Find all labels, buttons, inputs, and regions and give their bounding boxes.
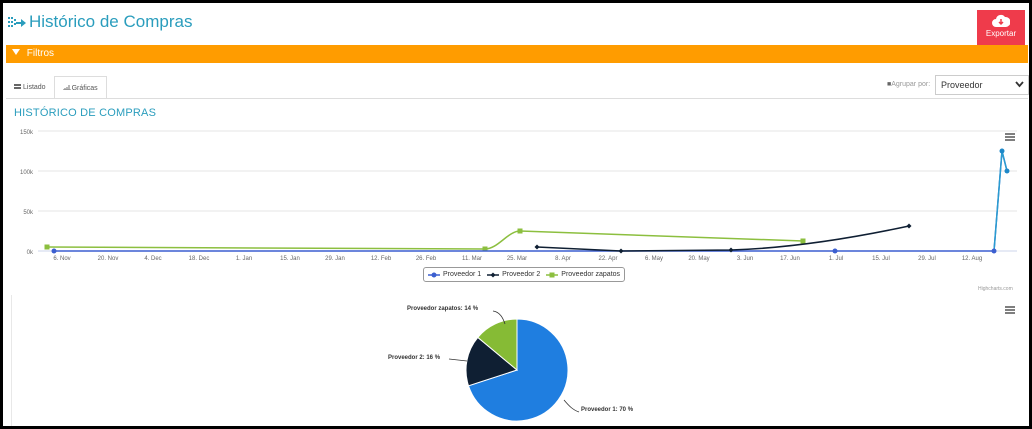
series-proveedor-2	[534, 223, 912, 254]
legend-item-proveedor-2[interactable]: Proveedor 2	[487, 271, 540, 278]
svg-text:15. Jul: 15. Jul	[872, 256, 890, 262]
group-by-label: Agrupar por:	[891, 81, 931, 88]
chart-legend: Proveedor 1 Proveedor 2 Proveedor zapato…	[423, 267, 626, 282]
group-by-label-wrap: ■Agrupar por:	[887, 75, 930, 95]
pie-label-proveedor-1: Proveedor 1: 70 %	[581, 407, 634, 413]
series-proveedor-zapatos	[44, 228, 806, 252]
users-icon: ■	[887, 81, 892, 88]
diamond-marker-icon	[487, 272, 500, 277]
filters-label: Filtros	[26, 48, 55, 59]
svg-text:0k: 0k	[27, 250, 34, 256]
chart-divider	[11, 295, 12, 426]
page-header: Histórico de Compras Exportar	[3, 3, 1029, 45]
svg-text:150k: 150k	[20, 130, 34, 136]
legend-item-proveedor-zapatos[interactable]: Proveedor zapatos	[546, 271, 620, 278]
filters-bar[interactable]: Filtros	[6, 45, 1028, 63]
svg-text:26. Feb: 26. Feb	[416, 256, 437, 262]
svg-text:15. Jan: 15. Jan	[280, 256, 300, 262]
group-by-select[interactable]: Proveedor	[935, 75, 1029, 95]
chart-title: HISTÓRICO DE COMPRAS	[14, 107, 157, 119]
svg-text:22. Apr: 22. Apr	[598, 256, 617, 262]
pie-slice-proveedor-2	[465, 336, 519, 387]
tab-label: Listado	[23, 84, 46, 91]
tab-graficas[interactable]: Gráficas	[53, 76, 107, 99]
highcharts-credits[interactable]: Highcharts.com	[978, 286, 1013, 292]
svg-text:20. Nov: 20. Nov	[98, 256, 119, 262]
svg-text:1. Jan: 1. Jan	[236, 256, 252, 262]
bar-chart-icon	[62, 85, 71, 91]
pie-chart	[448, 310, 580, 422]
export-button[interactable]: Exportar	[977, 10, 1025, 45]
legend-label: Proveedor 2	[502, 271, 541, 278]
line-chart-menu-icon[interactable]	[1005, 133, 1015, 141]
series-proveedor-1	[51, 148, 1010, 254]
cloud-download-icon	[992, 14, 1010, 27]
svg-text:6. Nov: 6. Nov	[53, 256, 70, 262]
svg-text:18. Dec: 18. Dec	[189, 256, 210, 262]
pie-label-proveedor-2: Proveedor 2: 16 %	[388, 355, 441, 361]
export-label: Exportar	[985, 29, 1017, 38]
svg-text:29. Jul: 29. Jul	[918, 256, 936, 262]
svg-text:12. Aug: 12. Aug	[962, 256, 982, 262]
tab-divider	[6, 98, 1028, 99]
svg-text:1. Jul: 1. Jul	[829, 256, 843, 262]
tab-listado[interactable]: Listado	[6, 76, 54, 99]
svg-text:20. May: 20. May	[688, 256, 709, 262]
pie-slice-proveedor-zapatos	[477, 318, 518, 372]
grid-lines	[38, 130, 1017, 252]
legend-item-proveedor-1[interactable]: Proveedor 1	[428, 271, 481, 278]
legend-label: Proveedor 1	[443, 271, 482, 278]
line-chart: 150k 100k 50k 0k 6. Nov 20. Nov 4. Dec 1…	[20, 130, 1017, 262]
page-title: Histórico de Compras	[29, 12, 193, 31]
svg-text:25. Mar: 25. Mar	[507, 256, 527, 262]
svg-text:8. Apr: 8. Apr	[555, 256, 571, 262]
view-tabs: Listado Gráficas	[6, 76, 107, 99]
svg-text:50k: 50k	[23, 210, 34, 216]
filter-icon	[12, 49, 20, 55]
svg-text:6. May: 6. May	[645, 256, 663, 262]
shuffle-arrow-icon	[8, 17, 26, 27]
y-axis-labels: 150k 100k 50k 0k	[20, 130, 34, 256]
svg-text:12. Feb: 12. Feb	[371, 256, 392, 262]
pie-label-proveedor-zapatos: Proveedor zapatos: 14 %	[407, 306, 479, 312]
svg-text:100k: 100k	[20, 170, 34, 176]
legend-label: Proveedor zapatos	[561, 271, 621, 278]
list-icon	[14, 84, 21, 89]
svg-text:4. Dec: 4. Dec	[144, 256, 161, 262]
svg-text:17. Jun: 17. Jun	[780, 256, 800, 262]
page: Histórico de Compras Exportar Filtros Li…	[3, 3, 1029, 426]
pie-chart-menu-icon[interactable]	[1005, 306, 1015, 314]
circle-marker-icon	[428, 272, 440, 277]
group-by-value: Proveedor	[941, 80, 983, 90]
svg-text:29. Jan: 29. Jan	[325, 256, 345, 262]
svg-text:3. Jun: 3. Jun	[737, 256, 753, 262]
tab-label: Gráficas	[71, 85, 98, 92]
square-marker-icon	[546, 272, 559, 277]
svg-text:11. Mar: 11. Mar	[462, 256, 482, 262]
x-axis-labels: 6. Nov 20. Nov 4. Dec 18. Dec 1. Jan 15.…	[53, 256, 982, 262]
chevron-down-icon	[1015, 81, 1024, 88]
pie-slice-proveedor-1	[467, 318, 569, 422]
